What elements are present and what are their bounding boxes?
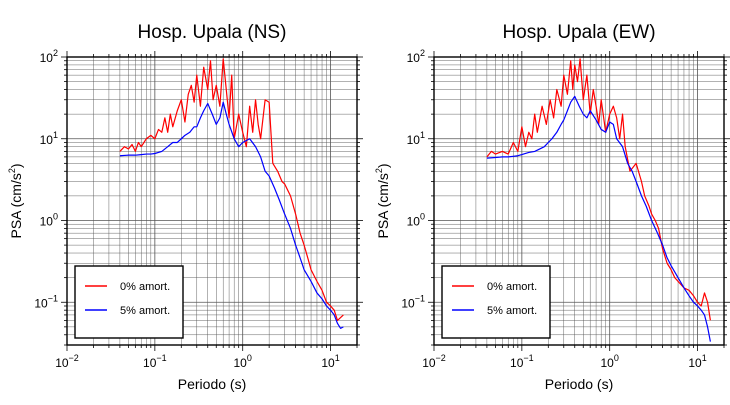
ns-y-tick-label: 102 (40, 48, 58, 65)
ew-x-axis-label: Periodo (s) (545, 376, 613, 392)
ns-series-line-amort-5 (119, 101, 344, 329)
ew-x-tick-base: 10 (601, 356, 615, 370)
ew-y-tick-exp: 2 (420, 48, 425, 58)
ew-x-tick-exp: −2 (436, 353, 446, 363)
ew-panel: Hosp. Upala (EW)10−2 10−1 100 10110−1100101… (374, 22, 730, 392)
ns-legend-label: 0% amort. (120, 281, 170, 293)
ew-y-tick-base: 10 (401, 296, 415, 310)
ew-series-line-amort-5 (486, 95, 711, 342)
ew-y-tick-label: 102 (407, 48, 425, 65)
ew-x-tick-exp: 1 (702, 353, 707, 363)
ns-x-tick-base: 10 (143, 356, 157, 370)
ns-legend: 0% amort. 5% amort. (74, 265, 184, 339)
ns-plot-frame (66, 56, 358, 346)
ns-x-tick-exp: −1 (156, 353, 166, 363)
ns-y-tick-label: 101 (40, 130, 58, 147)
ew-y-tick-exp: 1 (420, 130, 425, 140)
ns-y-axis-label: PSA (cm/s2) (7, 163, 24, 238)
ns-y-tick-exp: 1 (53, 130, 58, 140)
ew-x-tick-base: 10 (688, 356, 702, 370)
ew-y-axis-label-close: ) (375, 163, 391, 168)
ns-x-tick-base: 10 (321, 356, 335, 370)
ns-y-axis-label-close: ) (8, 163, 24, 168)
ns-y-tick-exp: 0 (53, 212, 58, 222)
ew-chart-title: Hosp. Upala (EW) (502, 22, 655, 43)
ew-tick-marks (428, 51, 730, 351)
ns-x-tick-label: 100 (234, 353, 252, 370)
ns-tick-marks (61, 51, 363, 351)
ew-legend-label: 0% amort. (487, 281, 537, 293)
ns-x-tick-exp: 1 (335, 353, 340, 363)
ew-x-tick-label: 100 (601, 353, 619, 370)
ew-y-axis-label-main: PSA (cm/s (375, 173, 391, 238)
ns-x-tick-base: 10 (55, 356, 69, 370)
ns-x-tick-exp: 0 (247, 353, 252, 363)
ew-plot-frame (433, 56, 725, 346)
ew-x-tick-base: 10 (510, 356, 524, 370)
ew-y-tick-label: 10−1 (401, 293, 425, 310)
ew-y-tick-exp: 0 (420, 212, 425, 222)
ns-series-line-amort-0 (119, 58, 344, 321)
ns-x-tick-label: 10−2 (55, 353, 79, 370)
ns-y-axis-label-sup: 2 (7, 168, 17, 173)
ew-series-line-amort-0 (486, 58, 711, 321)
ns-legend-label: 5% amort. (120, 305, 170, 317)
ew-y-axis-label: PSA (cm/s2) (374, 163, 391, 238)
ns-y-axis-label-main: PSA (cm/s (8, 173, 24, 238)
ns-x-tick-base: 10 (234, 356, 248, 370)
ew-y-tick-base: 10 (407, 51, 421, 65)
ew-y-tick-base: 10 (407, 133, 421, 147)
ns-y-tick-base: 10 (34, 296, 48, 310)
ns-y-tick-label: 10−1 (34, 293, 58, 310)
ns-x-axis-label: Periodo (s) (178, 376, 246, 392)
ns-y-tick-base: 10 (40, 133, 54, 147)
ew-legend-box (441, 265, 551, 339)
ew-x-tick-exp: 0 (614, 353, 619, 363)
ew-legend-label: 5% amort. (487, 305, 537, 317)
ns-panel: Hosp. Upala (NS)10−2 10−1 100 10110−1100101… (7, 22, 363, 392)
ew-y-tick-exp: −1 (415, 293, 425, 303)
ew-y-tick-label: 101 (407, 130, 425, 147)
ns-legend-box (74, 265, 184, 339)
ns-y-tick-base: 10 (40, 215, 54, 229)
ew-x-tick-label: 101 (688, 353, 706, 370)
ns-x-tick-label: 101 (321, 353, 339, 370)
ns-x-tick-exp: −2 (69, 353, 79, 363)
ew-x-tick-label: 10−2 (422, 353, 446, 370)
ns-y-tick-label: 100 (40, 212, 58, 229)
ns-y-tick-exp: 2 (53, 48, 58, 58)
ew-y-tick-base: 10 (407, 215, 421, 229)
ew-x-tick-label: 10−1 (510, 353, 534, 370)
ew-x-tick-base: 10 (422, 356, 436, 370)
ew-x-tick-exp: −1 (523, 353, 533, 363)
ns-x-tick-label: 10−1 (143, 353, 167, 370)
ew-legend: 0% amort. 5% amort. (441, 265, 551, 339)
ns-y-tick-base: 10 (40, 51, 54, 65)
ns-y-tick-exp: −1 (48, 293, 58, 303)
ew-y-axis-label-sup: 2 (374, 168, 384, 173)
ew-y-tick-label: 100 (407, 212, 425, 229)
ns-chart-title: Hosp. Upala (NS) (138, 22, 287, 43)
